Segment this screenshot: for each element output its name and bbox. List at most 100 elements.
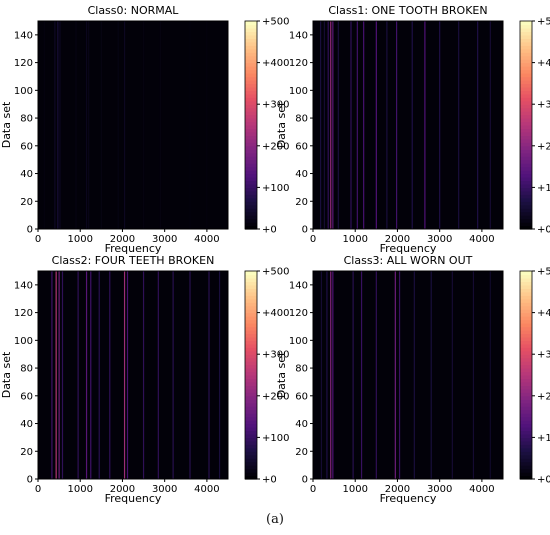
band-13 xyxy=(424,21,426,229)
colorbar-cell xyxy=(245,52,257,57)
colorbar-cell xyxy=(245,27,257,32)
colorbar-cell xyxy=(245,208,257,213)
colorbar-cell xyxy=(245,336,257,341)
colorbar-tick-label: +0 xyxy=(537,225,550,236)
band-15 xyxy=(458,21,460,229)
colorbar-cell xyxy=(520,142,532,147)
colorbar-cell xyxy=(520,152,532,157)
colorbar-cell xyxy=(520,187,532,192)
colorbar-cell xyxy=(520,66,532,71)
colorbar-cell xyxy=(245,326,257,331)
band-13 xyxy=(489,271,491,479)
y-tick-label: 20 xyxy=(20,447,33,458)
colorbar-cell xyxy=(520,309,532,314)
colorbar-cell xyxy=(245,364,257,369)
band-12 xyxy=(411,21,413,229)
band-11 xyxy=(396,21,398,229)
colorbar-cell xyxy=(245,465,257,470)
band-14 xyxy=(189,271,191,479)
plot-frame xyxy=(312,270,504,480)
colorbar-cell xyxy=(245,187,257,192)
band-10 xyxy=(386,21,388,229)
colorbar-cell xyxy=(520,274,532,279)
colorbar-cell xyxy=(245,225,257,230)
colorbar-cell xyxy=(520,461,532,466)
colorbar-cell xyxy=(245,93,257,98)
colorbar-tick-label: +200 xyxy=(537,391,550,402)
colorbar-cell xyxy=(520,413,532,418)
colorbar-cell xyxy=(245,215,257,220)
colorbar-cell xyxy=(245,48,257,53)
colorbar-cell xyxy=(520,69,532,74)
colorbar-cell xyxy=(245,125,257,130)
colorbar-tick-label: +500 xyxy=(537,17,550,28)
colorbar-cell xyxy=(245,138,257,143)
band-9 xyxy=(375,21,377,229)
plot-frame xyxy=(37,20,229,230)
colorbar-cell xyxy=(520,406,532,411)
y-tick-label: 60 xyxy=(20,391,33,402)
colorbar-cell xyxy=(245,357,257,362)
colorbar-cell xyxy=(520,451,532,456)
colorbar-cell xyxy=(245,90,257,95)
band-7 xyxy=(98,271,100,479)
band-2 xyxy=(327,21,329,229)
colorbar-cell xyxy=(245,41,257,46)
colorbar-cell xyxy=(245,375,257,380)
x-axis-label: Frequency xyxy=(105,492,162,505)
y-tick-label: 100 xyxy=(289,86,308,97)
colorbar-cell xyxy=(520,138,532,143)
band-7 xyxy=(356,21,358,229)
y-tick-label: 80 xyxy=(20,364,33,375)
colorbar-cell xyxy=(245,368,257,373)
x-tick-label: 0 xyxy=(35,234,41,245)
band-12 xyxy=(472,271,475,479)
colorbar-cell xyxy=(245,378,257,383)
y-axis-label: Data set xyxy=(0,351,13,398)
colorbar-cell xyxy=(520,454,532,459)
figure-caption: (a) xyxy=(266,512,284,527)
colorbar-cell xyxy=(520,173,532,178)
colorbar-cell xyxy=(520,145,532,150)
colorbar-cell xyxy=(520,62,532,67)
colorbar-frame xyxy=(519,20,533,230)
colorbar-cell xyxy=(245,59,257,64)
colorbar-cell xyxy=(520,27,532,32)
band-8 xyxy=(398,271,401,479)
colorbar-cell xyxy=(520,364,532,369)
colorbar-cell xyxy=(520,93,532,98)
colorbar-tick-label: +400 xyxy=(537,308,550,319)
colorbar-cell xyxy=(245,288,257,293)
colorbar-cell xyxy=(520,52,532,57)
y-tick-label: 60 xyxy=(295,391,308,402)
colorbar-cell xyxy=(245,21,257,26)
colorbar-cell xyxy=(245,402,257,407)
colorbar-cell xyxy=(245,31,257,36)
colorbar-cell xyxy=(520,302,532,307)
band-11 xyxy=(142,271,145,479)
band-2 xyxy=(57,21,59,229)
colorbar-cell xyxy=(520,388,532,393)
y-tick-label: 140 xyxy=(289,30,308,41)
colorbar-tick-label: +500 xyxy=(262,17,289,28)
colorbar-cell xyxy=(520,402,532,407)
colorbar-tick-label: +300 xyxy=(537,100,550,111)
colorbar-cell xyxy=(245,107,257,112)
y-tick-label: 120 xyxy=(14,58,33,69)
colorbar-cell xyxy=(520,361,532,366)
colorbar-cell xyxy=(245,83,257,88)
colorbar-cell xyxy=(520,368,532,373)
chart-title: Class2: FOUR TEETH BROKEN xyxy=(52,254,215,267)
colorbar-cell xyxy=(245,302,257,307)
colorbar-cell xyxy=(245,420,257,425)
colorbar-cell xyxy=(520,409,532,414)
colorbar-cell xyxy=(520,197,532,202)
colorbar-cell xyxy=(520,170,532,175)
colorbar-cell xyxy=(520,395,532,400)
colorbar-cell xyxy=(245,347,257,352)
colorbar-cell xyxy=(245,152,257,157)
y-tick-label: 100 xyxy=(14,336,33,347)
colorbar-cell xyxy=(520,222,532,227)
y-tick-label: 20 xyxy=(295,447,308,458)
colorbar-cell xyxy=(520,295,532,300)
